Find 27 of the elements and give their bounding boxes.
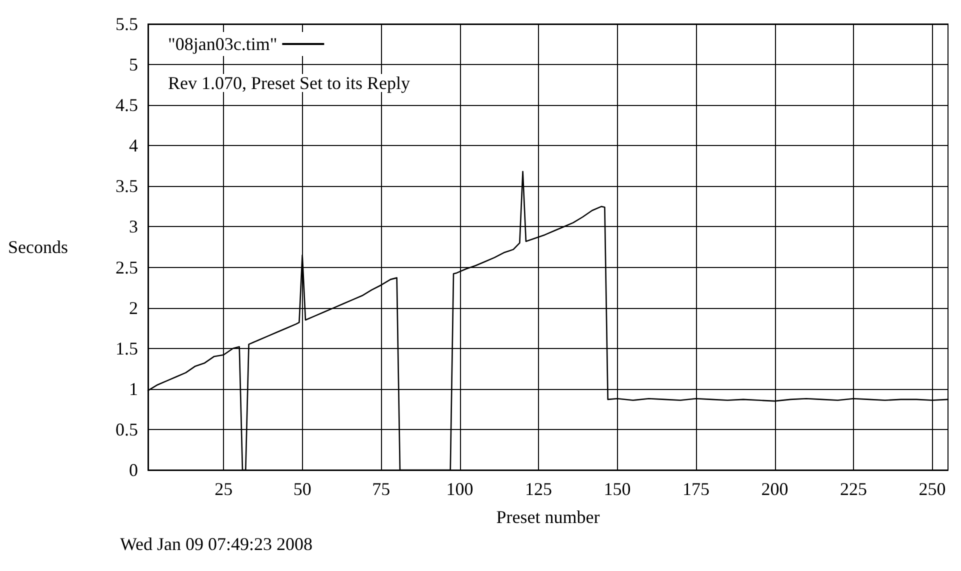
x-tick-label: 75 — [372, 479, 390, 499]
y-tick-label: 5 — [129, 54, 138, 75]
annotation: Rev 1.070, Preset Set to its Reply — [168, 73, 410, 93]
x-tick-label: 225 — [840, 479, 868, 499]
y-tick-label: 2 — [129, 298, 138, 318]
y-tick-label: 2.5 — [116, 257, 138, 278]
x-tick-label: 50 — [293, 479, 312, 499]
legend-label: "08jan03c.tim" — [168, 34, 278, 54]
y-tick-label: 3 — [129, 216, 138, 237]
y-tick-label: 0 — [129, 460, 138, 480]
y-tick-label: 1.5 — [116, 338, 138, 358]
y-tick-label: 4.5 — [116, 95, 138, 116]
y-tick-label: 5.5 — [116, 14, 138, 34]
x-tick-label: 125 — [525, 479, 552, 499]
y-tick-label: 3.5 — [116, 176, 138, 196]
x-axis-title: Preset number — [496, 507, 600, 527]
y-tick-label: 1 — [129, 378, 138, 399]
x-tick-label: 200 — [761, 479, 788, 499]
x-tick-label: 25 — [214, 479, 233, 499]
text: Wed Jan 09 07:49:23 2008 — [120, 534, 313, 554]
x-tick-label: 250 — [918, 479, 946, 499]
x-tick-label: 150 — [604, 479, 631, 499]
x-tick-label: 100 — [446, 479, 474, 499]
y-axis-title: Seconds — [8, 237, 68, 257]
y-tick-label: 0.5 — [116, 419, 138, 440]
x-tick-label: 175 — [682, 479, 710, 499]
y-tick-label: 4 — [129, 136, 138, 156]
